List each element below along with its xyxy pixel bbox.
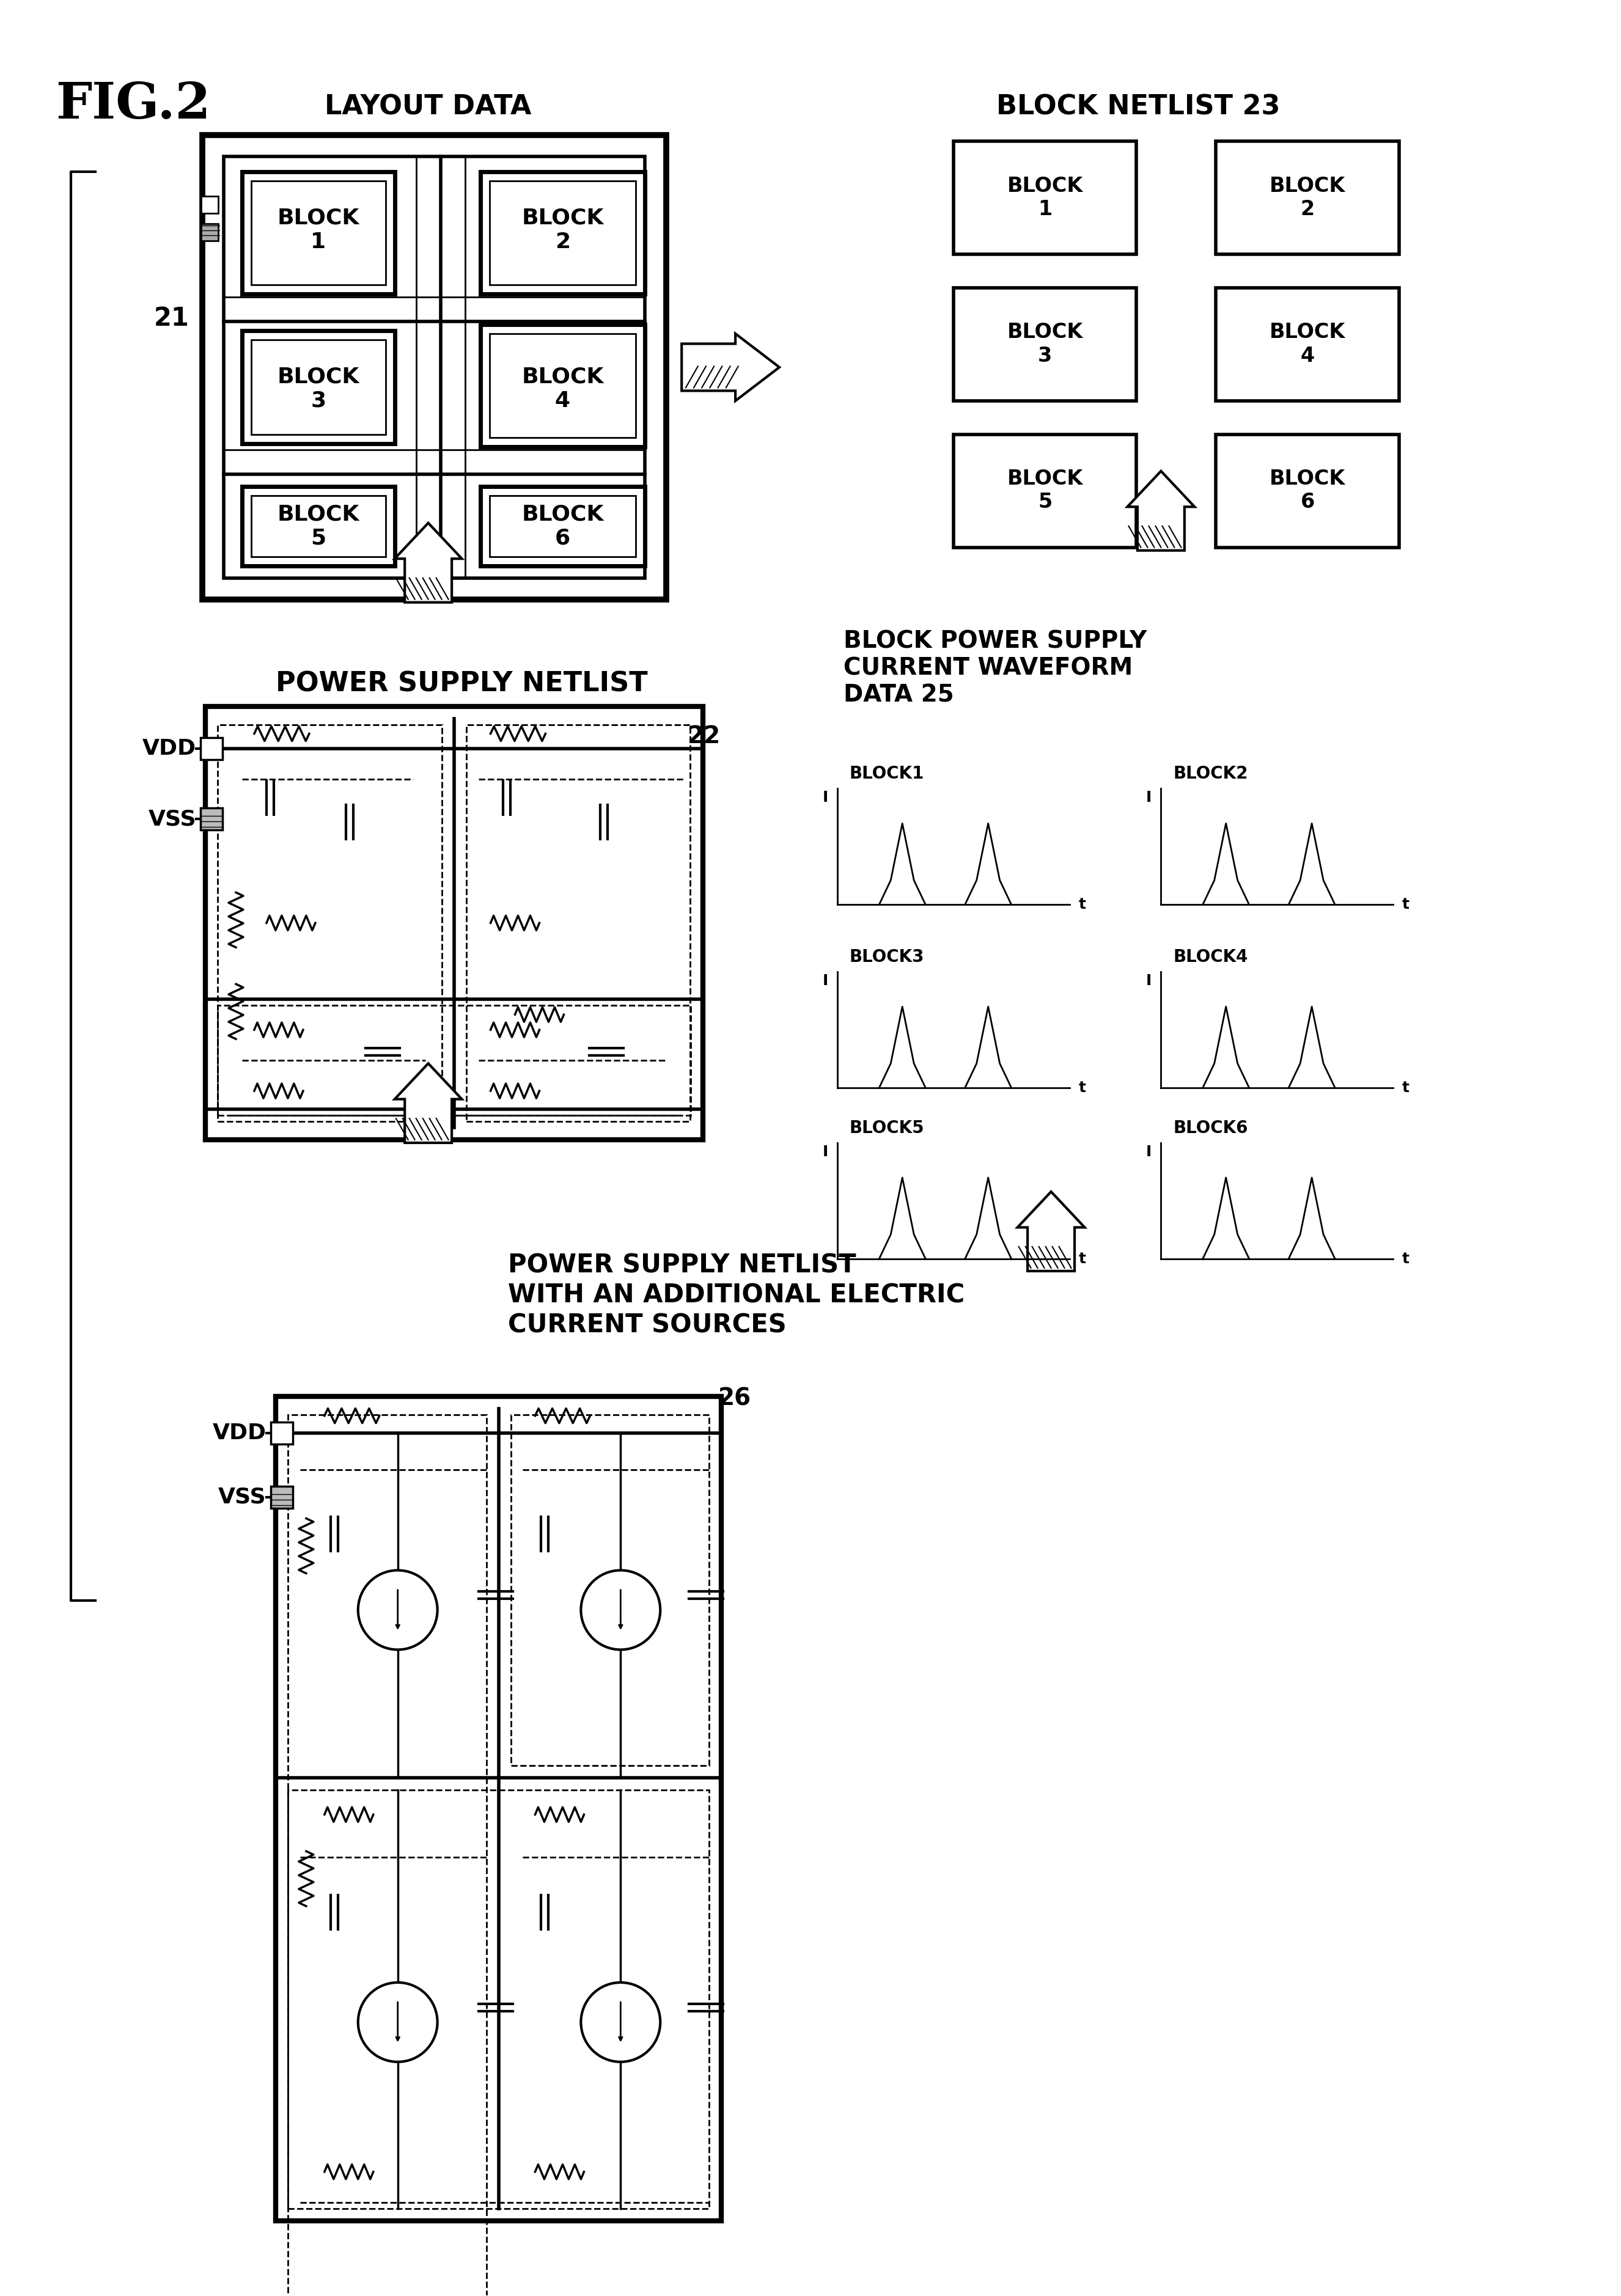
Circle shape: [580, 1570, 660, 1649]
Bar: [251, 340, 386, 434]
Text: VSS: VSS: [219, 1486, 266, 1508]
Text: t: t: [1078, 898, 1086, 912]
Text: VDD: VDD: [143, 739, 196, 760]
Text: 21: 21: [154, 305, 190, 331]
Bar: [217, 726, 441, 1120]
Text: POWER SUPPLY NETLIST
WITH AN ADDITIONAL ELECTRIC
CURRENT SOURCES: POWER SUPPLY NETLIST WITH AN ADDITIONAL …: [507, 1254, 964, 1339]
Text: BLOCK5: BLOCK5: [849, 1120, 924, 1137]
Polygon shape: [1127, 471, 1195, 551]
Bar: [480, 487, 645, 565]
Bar: [251, 181, 386, 285]
Text: VSS: VSS: [148, 808, 196, 829]
Text: BLOCK
2: BLOCK 2: [522, 207, 603, 253]
Text: BLOCK
5: BLOCK 5: [1007, 468, 1083, 512]
Bar: [953, 434, 1136, 546]
Text: t: t: [1402, 1081, 1410, 1095]
Bar: [511, 1414, 708, 1766]
Bar: [242, 331, 394, 443]
Text: BLOCK NETLIST 23: BLOCK NETLIST 23: [997, 94, 1281, 119]
Polygon shape: [394, 523, 462, 602]
Text: LAYOUT DATA: LAYOUT DATA: [324, 94, 532, 119]
Bar: [480, 324, 645, 448]
Bar: [242, 172, 394, 294]
Text: VDD: VDD: [212, 1424, 266, 1444]
Text: I: I: [822, 974, 828, 987]
Text: BLOCK
6: BLOCK 6: [1269, 468, 1345, 512]
Bar: [217, 1006, 691, 1116]
Text: I: I: [1146, 790, 1153, 806]
Bar: [953, 142, 1136, 255]
Bar: [206, 707, 704, 1139]
Bar: [203, 135, 666, 599]
Text: I: I: [822, 790, 828, 806]
Bar: [271, 1421, 293, 1444]
Text: t: t: [1078, 1081, 1086, 1095]
Bar: [467, 726, 691, 1120]
Text: BLOCK
1: BLOCK 1: [277, 207, 360, 253]
Text: BLOCK
2: BLOCK 2: [1269, 177, 1345, 218]
Text: BLOCK2: BLOCK2: [1174, 765, 1248, 783]
Bar: [224, 156, 645, 579]
Bar: [201, 737, 222, 760]
Circle shape: [358, 1570, 438, 1649]
Text: BLOCK
4: BLOCK 4: [522, 365, 603, 411]
Bar: [201, 195, 219, 214]
Text: I: I: [822, 1146, 828, 1159]
Bar: [480, 172, 645, 294]
Text: t: t: [1402, 1251, 1410, 1265]
Bar: [201, 223, 219, 241]
Circle shape: [580, 1981, 660, 2062]
Bar: [1216, 434, 1399, 546]
Bar: [289, 1791, 708, 2209]
Text: BLOCK
5: BLOCK 5: [277, 503, 360, 549]
Text: t: t: [1078, 1251, 1086, 1265]
Text: BLOCK4: BLOCK4: [1174, 948, 1248, 967]
Bar: [201, 808, 222, 831]
Bar: [1216, 287, 1399, 402]
Text: t: t: [1402, 898, 1410, 912]
Text: POWER SUPPLY NETLIST: POWER SUPPLY NETLIST: [276, 670, 648, 698]
Bar: [953, 287, 1136, 402]
Text: I: I: [1146, 1146, 1153, 1159]
Bar: [490, 496, 635, 556]
Polygon shape: [394, 1063, 462, 1143]
Polygon shape: [1018, 1192, 1084, 1272]
Text: BLOCK
3: BLOCK 3: [1007, 321, 1083, 365]
Text: 26: 26: [718, 1387, 752, 1410]
Text: FIG.2: FIG.2: [55, 80, 211, 129]
Text: I: I: [1146, 974, 1153, 987]
Text: BLOCK3: BLOCK3: [849, 948, 924, 967]
Bar: [251, 496, 386, 556]
Text: 22: 22: [687, 726, 721, 748]
Bar: [490, 181, 635, 285]
Bar: [242, 487, 394, 565]
Text: BLOCK
1: BLOCK 1: [1007, 177, 1083, 218]
Bar: [276, 1396, 721, 2220]
Bar: [1216, 142, 1399, 255]
Circle shape: [358, 1981, 438, 2062]
Text: BLOCK
3: BLOCK 3: [277, 365, 360, 411]
Bar: [271, 1486, 293, 1508]
Text: BLOCK6: BLOCK6: [1174, 1120, 1248, 1137]
Text: BLOCK POWER SUPPLY
CURRENT WAVEFORM
DATA 25: BLOCK POWER SUPPLY CURRENT WAVEFORM DATA…: [843, 629, 1146, 707]
Text: BLOCK1: BLOCK1: [849, 765, 924, 783]
Bar: [289, 1414, 486, 2296]
Polygon shape: [682, 333, 780, 402]
Text: BLOCK
4: BLOCK 4: [1269, 321, 1345, 365]
Text: BLOCK
6: BLOCK 6: [522, 503, 603, 549]
Bar: [490, 333, 635, 439]
